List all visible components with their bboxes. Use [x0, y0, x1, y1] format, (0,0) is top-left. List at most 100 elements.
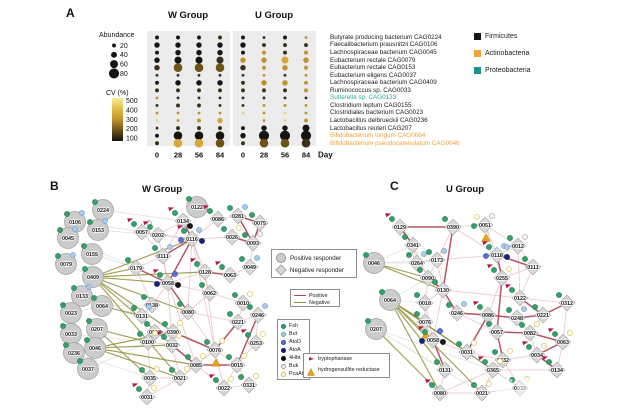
tryptophanase-flag-icon-c-0086 — [473, 301, 479, 312]
taxa-label-CAG0153: Eubacterium rectale CAG0153 — [330, 64, 416, 72]
tryptophanase-flag-icon-c-0118 — [482, 241, 488, 252]
edge-b-0015-0246 — [236, 314, 259, 366]
abundance-tick-40: 40 — [120, 52, 128, 59]
gene-dot-Fsh-b-0221 — [227, 311, 233, 317]
cv-tick-300: 300 — [126, 117, 138, 124]
edge-b-0046-0085 — [94, 347, 197, 366]
gene-label-4Hbt: 4Hbt — [289, 355, 301, 361]
edge-b-0236-0035 — [73, 352, 151, 379]
gene-dot-Fsh-b-0134 — [172, 210, 178, 216]
tryptophanase-flag-icon — [309, 357, 314, 365]
gene-label-AtoA: AtoA — [289, 347, 301, 353]
bubble-CAG0033-W-0 — [155, 88, 159, 93]
network-node-label-b-0106: 0106 — [69, 220, 81, 226]
gene-dot-But-b-0153 — [102, 218, 108, 224]
bubble-CAG0064-U-56 — [279, 130, 291, 141]
taxa-label-CAG0106: Faecalibacterium prausnitzii CAG0106 — [330, 41, 438, 49]
gene-dot-AtoA-c-0118 — [504, 254, 510, 260]
gene-dot-PcaAt-c-0063 — [567, 330, 573, 336]
network-node-b-0128 — [196, 263, 214, 281]
bubble-CAG0045-U-84 — [304, 50, 308, 55]
network-node-b-0015 — [228, 356, 246, 374]
gene-dot-PcaAt-c-0033 — [524, 376, 530, 382]
bubble-CAG0046-U-28 — [259, 138, 269, 148]
tryptophanase-flag-icon-b-0116 — [177, 225, 183, 236]
network-node-label-b-0331: 0331 — [243, 383, 255, 389]
tryptophanase-flag-icon-c-0129 — [385, 213, 391, 224]
gene-dot-Fsh-b-0037 — [77, 358, 83, 364]
panel-a-grid-bg-u — [233, 31, 316, 146]
network-node-label-b-0100: 0100 — [142, 340, 154, 346]
bubble-CAG0045-U-56 — [283, 50, 287, 55]
bubble-CAG0033-W-56 — [197, 88, 201, 93]
gene-dot-Fsh-b-0023 — [60, 302, 66, 308]
network-node-b-0246 — [249, 306, 267, 324]
gene-dot-Fsh-b-0026 — [221, 226, 227, 232]
gene-dot-Fsh-c-0312 — [556, 292, 562, 298]
bubble-CAG0224-W-28 — [176, 35, 180, 40]
gene-dot-But-b-0049 — [254, 255, 260, 261]
gene-dot-PcaAt-b-0032 — [176, 333, 182, 339]
positive-responder-label: Positive responder — [290, 254, 342, 262]
day-axis-label-w: Day — [318, 151, 333, 160]
gene-dot-Fsh-b-0022 — [213, 377, 219, 383]
gene-dot-Fsh-b-0281 — [227, 205, 233, 211]
bubble-CAG0133-W-28 — [176, 96, 180, 100]
taxa-label-CAG0079: Eubacterium rectale CAG0079 — [330, 56, 416, 64]
negative-edge-label: Negative — [309, 299, 330, 306]
cv-tick-100: 100 — [126, 136, 138, 143]
bubble-CAG0153-U-56 — [282, 64, 288, 71]
gene-dot-Fsh-c-0341 — [402, 234, 408, 240]
network-node-c-0063 — [554, 333, 572, 351]
network-node-b-0026 — [223, 228, 241, 246]
bubble-CAG0155-W-0 — [155, 104, 159, 107]
gene-dot-Fsh-c-0118 — [486, 244, 492, 250]
gene-dot-Fsh-b-0049 — [239, 256, 245, 262]
network-node-label-c-0076: 0076 — [419, 320, 431, 326]
bubble-CAG0046-W-56 — [194, 138, 204, 148]
tryptophanase-flag-icon-b-0022 — [209, 374, 215, 385]
network-node-label-b-0057: 0057 — [136, 230, 148, 236]
network-node-c-0173 — [428, 251, 446, 269]
bubble-CAG0106-U-84 — [304, 43, 308, 47]
gene-dot-Fsh-c-0264 — [406, 252, 412, 258]
edge-c-0390-0130 — [442, 226, 454, 291]
bubble-CAG0033-U-84 — [304, 88, 308, 93]
network-node-label-c-0086: 0086 — [482, 313, 494, 319]
network-node-label-c-0051: 0051 — [479, 223, 491, 229]
network-node-label-b-0138: 0138 — [146, 303, 158, 309]
network-node-label-b-0080: 0080 — [182, 310, 194, 316]
responder-legend: Positive responder Negative responder — [271, 249, 357, 278]
network-node-label-c-0018: 0018 — [419, 301, 431, 307]
network-node-c-0018 — [416, 294, 434, 312]
network-node-label-b-0026: 0026 — [226, 235, 238, 241]
network-node-label-b-0021: 0021 — [174, 376, 186, 382]
gene-dot-But-b-0106 — [79, 210, 85, 216]
edge-b-0046-0032 — [94, 344, 173, 349]
network-node-c-0221 — [534, 306, 552, 324]
bubble-CAG0064-U-0 — [240, 132, 246, 139]
gene-dot-Fsh-c-0365 — [482, 359, 488, 365]
gene-legend-row-Buk: Buk — [281, 362, 306, 370]
network-node-c-0131 — [436, 361, 454, 379]
abundance-dot-40 — [111, 51, 117, 58]
gene-dot-Fsh-b-0153 — [87, 219, 93, 225]
taxa-label-CAG0224: Butyrate producing bacterium CAG0224 — [330, 33, 442, 41]
network-node-c-0312 — [558, 294, 576, 312]
edge-b-0062-0116 — [191, 238, 211, 294]
network-node-label-b-0155: 0155 — [86, 252, 98, 258]
taxa-label-CAG0409: Lachnospiraceae bacterium CAG0409 — [330, 79, 437, 87]
edge-b-0409-0390 — [92, 276, 174, 333]
network-node-label-c-0032: 0032 — [497, 358, 509, 364]
bubble-CAG0064-W-0 — [155, 133, 159, 138]
bubble-CAG0064-W-84 — [215, 131, 225, 140]
network-node-b-0079 — [55, 253, 77, 275]
bubble-CAG0045-W-0 — [155, 50, 159, 55]
tryptophanase-flag-icon-b-0031 — [132, 383, 138, 394]
gene-dot-icon-Buk — [281, 363, 286, 369]
bubble-CAG0133-U-84 — [304, 96, 308, 100]
bubble-CAG0033-W-28 — [176, 88, 180, 93]
gene-dot-But-c-0012 — [504, 244, 510, 250]
panel-a-header-w-group: W Group — [168, 10, 208, 21]
gene-dot-Fsh-b-0058 — [157, 272, 163, 278]
